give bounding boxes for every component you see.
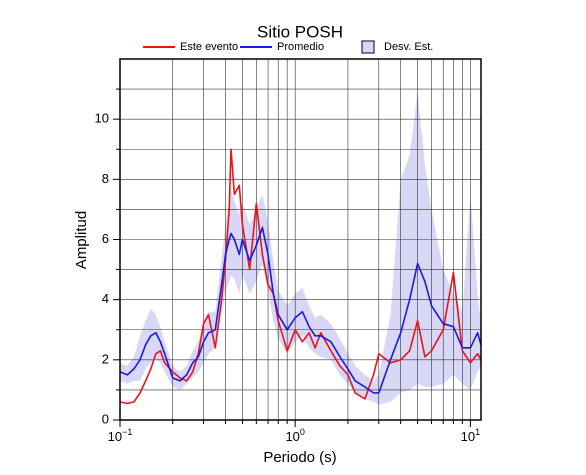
y-tick-label: 2 — [102, 351, 109, 366]
legend-label: Promedio — [277, 41, 324, 53]
y-tick-label: 4 — [102, 291, 109, 306]
y-tick-label: 10 — [95, 111, 109, 126]
std-band — [120, 92, 481, 405]
x-tick-label: 10−1 — [108, 427, 133, 444]
y-tick-label: 6 — [102, 231, 109, 246]
y-tick-label: 8 — [102, 171, 109, 186]
plot-frame — [119, 58, 482, 421]
x-tick-base: 10 — [461, 429, 475, 444]
chart-title: Sitio POSH — [257, 22, 343, 41]
series-line — [119, 226, 482, 394]
y-axis-label: Amplitud — [73, 211, 90, 269]
legend-swatch — [361, 40, 375, 54]
y-tick-label: 0 — [102, 411, 109, 426]
x-tick-exponent: 1 — [475, 427, 480, 437]
x-tick-exponent: −1 — [122, 427, 132, 437]
legend-label: Desv. Est. — [384, 41, 433, 53]
x-tick-label: 100 — [285, 427, 304, 444]
x-tick-base: 10 — [108, 429, 122, 444]
x-tick-label: 101 — [461, 427, 480, 444]
x-axis-label: Periodo (s) — [263, 449, 336, 466]
series-line — [119, 148, 482, 405]
x-tick-base: 10 — [285, 429, 299, 444]
x-tick-exponent: 0 — [300, 427, 305, 437]
legend-label: Este evento — [180, 41, 238, 53]
